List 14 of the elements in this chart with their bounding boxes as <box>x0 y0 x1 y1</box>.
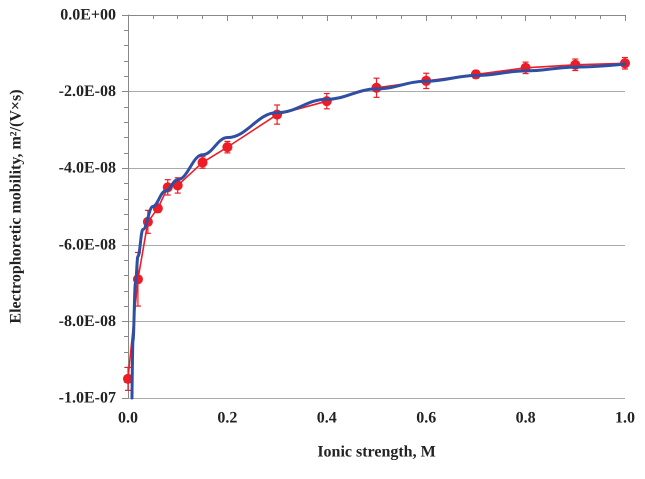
x-tick-label: 0.4 <box>316 410 337 426</box>
y-tick-label: -8.0E-08 <box>58 312 116 330</box>
y-tick-label: -1.0E-07 <box>58 390 116 406</box>
y-tick-label: -2.0E-08 <box>58 83 116 100</box>
y-tick-label: -4.0E-08 <box>58 160 116 177</box>
x-axis-title: Ionic strength, M <box>317 444 436 460</box>
x-tick-label: 0.2 <box>217 410 238 426</box>
y-axis-title: Electrophoretic mobility, m²/(V×s) <box>8 89 24 324</box>
y-tick-label: 0.0E+00 <box>60 6 116 24</box>
x-tick-label: 0.0 <box>118 410 138 426</box>
x-tick-label: 1.0 <box>615 410 635 426</box>
x-tick-label: 0.6 <box>416 410 436 426</box>
y-tick-label: -6.0E-08 <box>58 236 116 254</box>
x-tick-label: 0.8 <box>516 410 536 426</box>
